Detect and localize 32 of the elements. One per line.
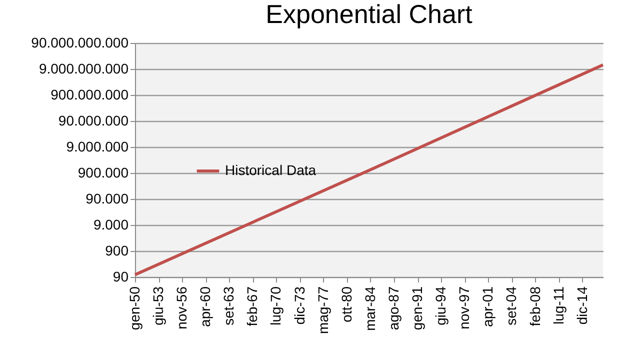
x-tick-label: dic-73 — [291, 286, 308, 325]
x-tick-label: apr-01 — [480, 286, 496, 327]
x-tick-label: feb-08 — [526, 286, 543, 326]
x-tick-label: set-63 — [220, 286, 237, 326]
y-tick-label: 9.000.000.000 — [38, 60, 129, 76]
y-tick-label: 90 — [112, 268, 129, 284]
x-tick-label: lug-70 — [268, 286, 284, 326]
x-tick-label: ago-87 — [385, 286, 402, 330]
x-tick-label: ott-80 — [338, 286, 354, 322]
chart-title: Exponential Chart — [266, 0, 474, 29]
y-tick-label: 900.000.000 — [50, 86, 129, 102]
x-tick-label: lug-11 — [550, 286, 566, 324]
x-tick-label: set-04 — [503, 286, 520, 326]
x-tick-label: feb-67 — [244, 286, 260, 326]
x-tick-label: gen-91 — [409, 286, 426, 330]
x-tick-label: gen-50 — [126, 286, 142, 330]
y-tick-label: 90.000.000.000 — [31, 34, 129, 50]
x-tick-label: mag-77 — [314, 286, 331, 334]
y-tick-label: 900 — [105, 242, 129, 258]
x-tick-label: giu-53 — [150, 286, 166, 326]
x-tick-label: giu-94 — [432, 286, 449, 326]
x-tick-label: dic-14 — [574, 286, 590, 325]
y-tick-label: 900.000 — [78, 164, 129, 180]
x-tick-label: mar-84 — [362, 286, 378, 331]
y-tick-label: 90.000 — [86, 190, 129, 206]
x-tick-label: nov-97 — [456, 286, 472, 330]
x-tick-label: apr-60 — [197, 286, 214, 327]
legend-label: Historical Data — [225, 162, 316, 178]
y-tick-label: 9.000 — [93, 216, 129, 232]
x-tick-label: nov-56 — [174, 286, 190, 330]
y-tick-label: 90.000.000 — [58, 112, 129, 128]
y-tick-label: 9.000.000 — [66, 138, 129, 154]
